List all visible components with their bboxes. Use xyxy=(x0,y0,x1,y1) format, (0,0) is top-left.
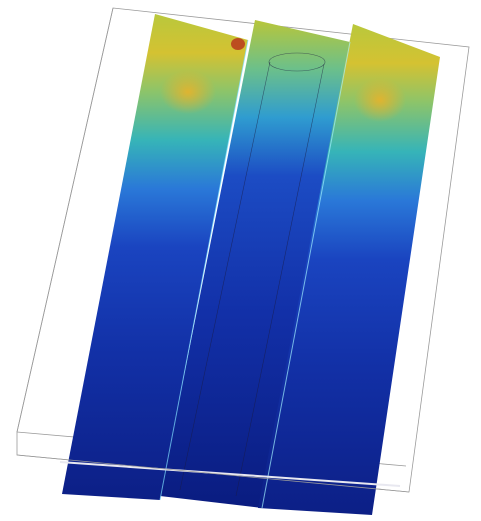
hot-spot xyxy=(354,78,406,122)
hot-spot xyxy=(231,38,245,50)
volume-view xyxy=(0,0,481,521)
hot-spot xyxy=(160,70,216,114)
page xyxy=(0,0,481,521)
